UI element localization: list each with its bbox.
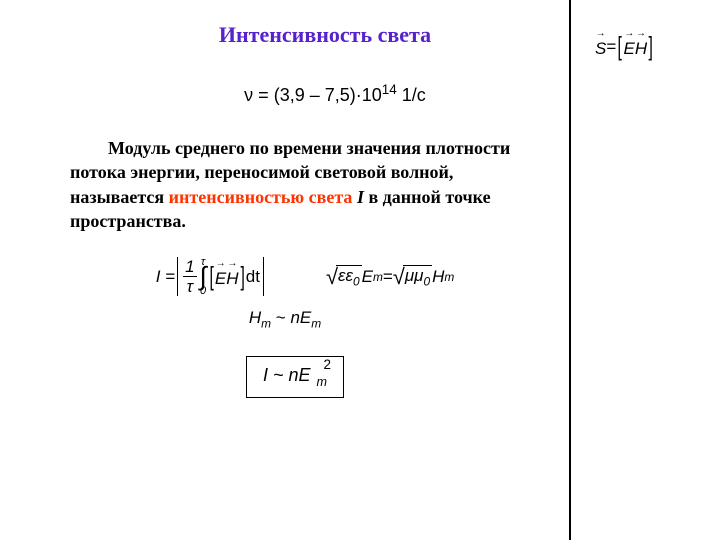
nE-sub: m bbox=[311, 316, 321, 330]
Em: E bbox=[362, 267, 373, 287]
mu: μμ bbox=[405, 266, 424, 285]
boxed-wrap: I ~ nE 2 m bbox=[50, 356, 540, 398]
eps-sub: 0 bbox=[353, 274, 360, 288]
hm-proportional: Hm ~ nEm bbox=[30, 308, 540, 330]
freq-unit: 1/с bbox=[397, 85, 426, 105]
frac-num: 1 bbox=[183, 258, 196, 275]
poynting-eq: = bbox=[606, 37, 616, 57]
frequency-formula: ν = (3,9 – 7,5)·1014 1/с bbox=[130, 82, 540, 106]
highlight-term: интенсивностью света bbox=[169, 187, 353, 207]
epsilon: εε bbox=[338, 266, 353, 285]
Hm-sub: m bbox=[444, 270, 454, 284]
int-symbol: ∫ bbox=[200, 266, 207, 287]
abs-bars: 1 τ τ ∫ 0 [ E H ] dt bbox=[177, 257, 264, 296]
vertical-divider bbox=[569, 0, 571, 540]
integral-sign: τ ∫ 0 bbox=[200, 258, 207, 296]
p-bracket-left: [ bbox=[618, 36, 622, 57]
integral-formula: I = 1 τ τ ∫ 0 [ E bbox=[156, 257, 266, 296]
tilde: ~ bbox=[276, 308, 291, 327]
box-sup: 2 bbox=[324, 357, 332, 372]
relation-formula: √ εε0 Em = √ μμ0 Hm bbox=[326, 257, 454, 296]
freq-mult: ·10 bbox=[356, 85, 382, 105]
mu-sub: 0 bbox=[424, 274, 431, 288]
main-content: Интенсивность света ν = (3,9 – 7,5)·1014… bbox=[70, 22, 540, 398]
equals: = bbox=[383, 267, 393, 287]
int-lower: 0 bbox=[200, 287, 206, 296]
definition-paragraph: Модуль среднего по времени значения плот… bbox=[70, 136, 540, 233]
sqrt-right: √ μμ0 bbox=[393, 264, 432, 290]
bracket-left: [ bbox=[209, 266, 213, 287]
sqrt-body-1: εε0 bbox=[336, 265, 362, 288]
H: H bbox=[249, 308, 261, 327]
page-title: Интенсивность света bbox=[110, 22, 540, 48]
formula-row: I = 1 τ τ ∫ 0 [ E bbox=[70, 257, 540, 296]
frac-den: τ bbox=[185, 278, 195, 295]
I-equals: I = bbox=[156, 267, 175, 287]
para-indent bbox=[70, 136, 108, 160]
para-symbol-I: I bbox=[352, 187, 364, 207]
nE: nE bbox=[290, 308, 311, 327]
vector-E: E bbox=[215, 264, 226, 289]
slide: Интенсивность света ν = (3,9 – 7,5)·1014… bbox=[0, 0, 720, 540]
freq-range: (3,9 – 7,5) bbox=[274, 85, 356, 105]
H-sub: m bbox=[261, 316, 271, 330]
Hm: H bbox=[432, 267, 444, 287]
boxed-formula: I ~ nE 2 m bbox=[246, 356, 344, 398]
p-vector-E: E bbox=[624, 34, 635, 59]
bracket-right: ] bbox=[240, 266, 244, 287]
box-sub: m bbox=[317, 375, 328, 389]
sqrt-body-2: μμ0 bbox=[403, 265, 432, 288]
poynting-vector: S = [ E H ] bbox=[595, 34, 654, 59]
dt: dt bbox=[246, 267, 260, 287]
sqrt-left: √ εε0 bbox=[326, 264, 362, 290]
one-over-tau: 1 τ bbox=[183, 258, 196, 295]
Em-sub: m bbox=[373, 270, 383, 284]
freq-exp: 14 bbox=[382, 82, 397, 97]
p-vector-H: H bbox=[635, 34, 647, 59]
vector-H: H bbox=[226, 264, 238, 289]
p-bracket-right: ] bbox=[649, 36, 653, 57]
integral-body: 1 τ τ ∫ 0 [ E H ] dt bbox=[181, 258, 260, 296]
freq-lhs: ν = bbox=[244, 85, 269, 105]
I-n-E: I ~ nE bbox=[263, 365, 311, 385]
vector-S: S bbox=[595, 34, 606, 59]
